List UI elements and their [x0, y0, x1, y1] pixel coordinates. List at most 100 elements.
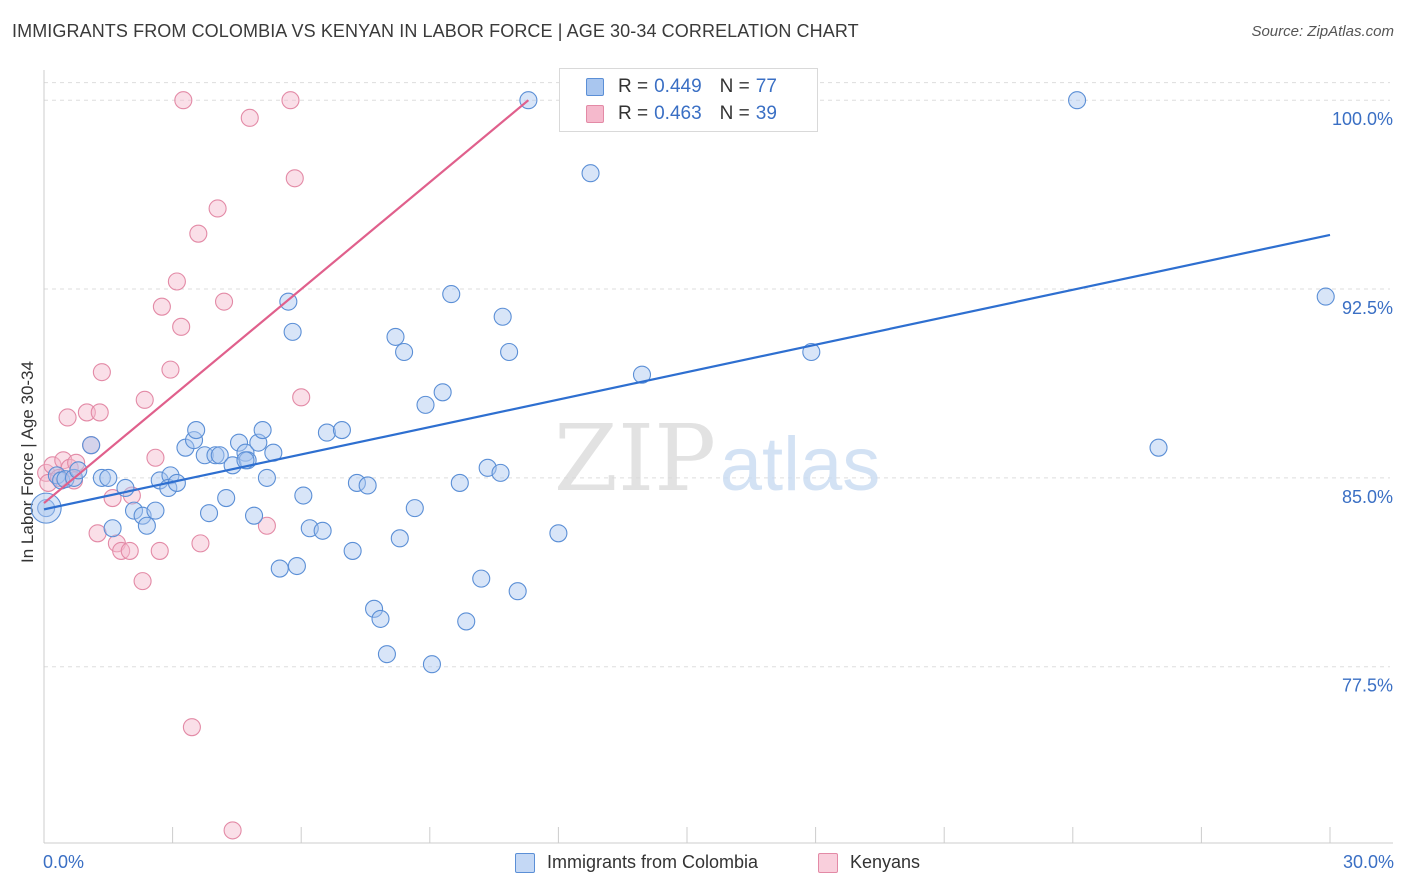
- x-tick-label-min: 0.0%: [43, 852, 85, 872]
- kenyans-point: [189, 224, 208, 243]
- colombia-point: [365, 599, 384, 618]
- colombia-point: [347, 473, 366, 492]
- colombia-point: [581, 164, 600, 183]
- colombia-point: [450, 473, 469, 492]
- watermark-atlas: atlas: [720, 422, 881, 507]
- y-tick-label: 77.5%: [1342, 676, 1393, 696]
- kenyans-point: [77, 403, 96, 422]
- kenyans-point: [174, 91, 193, 110]
- colombia-point: [343, 541, 362, 560]
- kenyans-point: [292, 388, 311, 407]
- y-tick-label: 100.0%: [1332, 109, 1393, 129]
- y-tick-labels: 77.5% 85.0% 92.5% 100.0%: [1332, 109, 1393, 696]
- legend-r-value: 0.463: [654, 103, 702, 124]
- kenyans-point: [172, 317, 191, 336]
- kenyans-point: [90, 403, 109, 422]
- kenyans-point: [182, 718, 201, 737]
- colombia-point: [802, 342, 821, 362]
- kenyans-point: [240, 108, 259, 127]
- colombia-point: [82, 436, 101, 455]
- colombia-point: [500, 342, 519, 362]
- kenyans-points: [37, 91, 311, 840]
- colombia-point: [433, 383, 452, 402]
- bottom-legend-label-colombia: Immigrants from Colombia: [547, 852, 759, 872]
- legend-r-label: R =: [618, 76, 649, 97]
- colombia-point: [287, 556, 306, 576]
- kenyans-point: [191, 534, 210, 553]
- kenyans-point: [208, 199, 227, 218]
- colombia-point: [283, 322, 302, 341]
- colombia-point: [386, 327, 405, 346]
- watermark-zip: ZIP: [554, 405, 716, 512]
- colombia-point: [92, 468, 111, 487]
- legend-n-label: N =: [719, 103, 750, 124]
- kenyans-point: [135, 390, 154, 409]
- colombia-point: [390, 529, 409, 548]
- colombia-point: [217, 488, 236, 508]
- colombia-point: [124, 501, 144, 520]
- colombia-point: [422, 655, 441, 674]
- bottom-legend-kenyans: Kenyans: [818, 852, 920, 873]
- kenyans-point: [58, 408, 77, 427]
- y-tick-label: 85.0%: [1342, 487, 1393, 507]
- colombia-point: [236, 443, 255, 462]
- colombia-points: [30, 91, 1335, 674]
- colombia-point: [229, 433, 249, 452]
- legend-r-value: 0.449: [654, 76, 702, 97]
- trend-lines: [43, 99, 1331, 511]
- chart-source: Source: ZipAtlas.com: [1251, 23, 1394, 40]
- colombia-point: [457, 612, 476, 631]
- kenyans-point: [167, 272, 186, 291]
- colombia-point: [632, 365, 652, 384]
- colombia-point: [508, 582, 527, 601]
- colombia-point: [493, 307, 512, 326]
- colombia-point: [69, 461, 88, 480]
- chart-title: IMMIGRANTS FROM COLOMBIA VS KENYAN IN LA…: [12, 21, 859, 41]
- legend-r-label: R =: [618, 103, 649, 124]
- legend-n-value: 77: [755, 76, 777, 97]
- bottom-legend-label-kenyans: Kenyans: [850, 852, 921, 872]
- colombia-point: [1149, 438, 1168, 457]
- colombia-point: [491, 463, 510, 482]
- bottom-legend-swatch-colombia: [515, 852, 535, 873]
- colombia-point: [313, 521, 332, 540]
- colombia-point: [146, 501, 165, 520]
- colombia-point: [549, 524, 568, 543]
- colombia-point: [1316, 287, 1335, 306]
- colombia-point: [377, 645, 396, 664]
- colombia-point: [137, 516, 156, 535]
- colombia-point: [103, 519, 122, 538]
- kenyans-point: [281, 91, 300, 110]
- colombia-point: [210, 446, 229, 465]
- colombia-point: [270, 559, 289, 578]
- colombia-point: [294, 486, 313, 505]
- colombia-point: [371, 609, 390, 628]
- kenyans-point: [214, 292, 234, 311]
- colombia-point: [244, 506, 264, 525]
- kenyans-point: [257, 516, 276, 535]
- colombia-point: [416, 395, 435, 414]
- bottom-legend: Immigrants from Colombia Kenyans: [0, 852, 1406, 876]
- y-tick-label: 92.5%: [1342, 298, 1393, 318]
- legend-row-kenyans: R = 0.463 N = 39: [586, 100, 777, 128]
- colombia-point: [317, 423, 336, 442]
- colombia-trend-line: [43, 233, 1331, 511]
- legend-swatch-kenyans: [586, 105, 604, 123]
- kenyans-trend-line: [43, 99, 530, 504]
- legend: R = 0.449 N = 77 R = 0.463 N = 39: [559, 68, 818, 132]
- colombia-point: [395, 342, 414, 362]
- colombia-point: [472, 569, 491, 588]
- kenyans-point: [120, 541, 139, 560]
- colombia-point: [187, 421, 206, 440]
- legend-row-colombia: R = 0.449 N = 77: [586, 73, 777, 101]
- kenyans-point: [146, 448, 165, 467]
- colombia-point: [99, 468, 118, 487]
- colombia-point: [358, 476, 377, 495]
- kenyans-point: [285, 169, 304, 188]
- colombia-point: [253, 421, 272, 440]
- colombia-point: [206, 446, 225, 465]
- kenyans-point: [67, 453, 86, 472]
- bottom-legend-colombia: Immigrants from Colombia: [515, 852, 758, 873]
- kenyans-point: [152, 297, 171, 316]
